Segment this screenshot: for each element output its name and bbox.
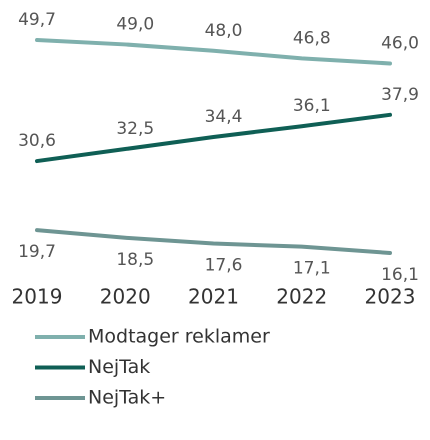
- data-label: 49,0: [116, 14, 154, 34]
- data-label: 48,0: [205, 21, 243, 41]
- data-label: 36,1: [293, 96, 331, 116]
- data-label: 46,8: [293, 28, 331, 48]
- legend-label: Modtager reklamer: [88, 326, 270, 348]
- data-label: 18,5: [116, 250, 154, 270]
- x-tick-label: 2019: [12, 285, 63, 309]
- legend-label: NejTak+: [88, 387, 166, 409]
- data-label: 46,0: [381, 33, 419, 53]
- data-label: 16,1: [381, 265, 419, 285]
- line: [35, 228, 392, 255]
- x-tick-label: 2022: [276, 285, 327, 309]
- data-label: 17,6: [205, 255, 243, 275]
- data-label: 34,4: [205, 107, 243, 127]
- x-tick-label: 2020: [100, 285, 151, 309]
- data-label: 19,7: [18, 242, 56, 262]
- data-label: 49,7: [18, 10, 56, 30]
- data-label: 17,1: [293, 259, 331, 279]
- data-label: 32,5: [116, 119, 154, 139]
- data-label: 30,6: [18, 131, 56, 151]
- line: [35, 112, 392, 164]
- legend-label: NejTak: [88, 356, 150, 378]
- x-tick-label: 2023: [365, 285, 416, 309]
- line: [35, 38, 392, 66]
- data-label: 37,9: [381, 85, 419, 105]
- x-tick-label: 2021: [188, 285, 239, 309]
